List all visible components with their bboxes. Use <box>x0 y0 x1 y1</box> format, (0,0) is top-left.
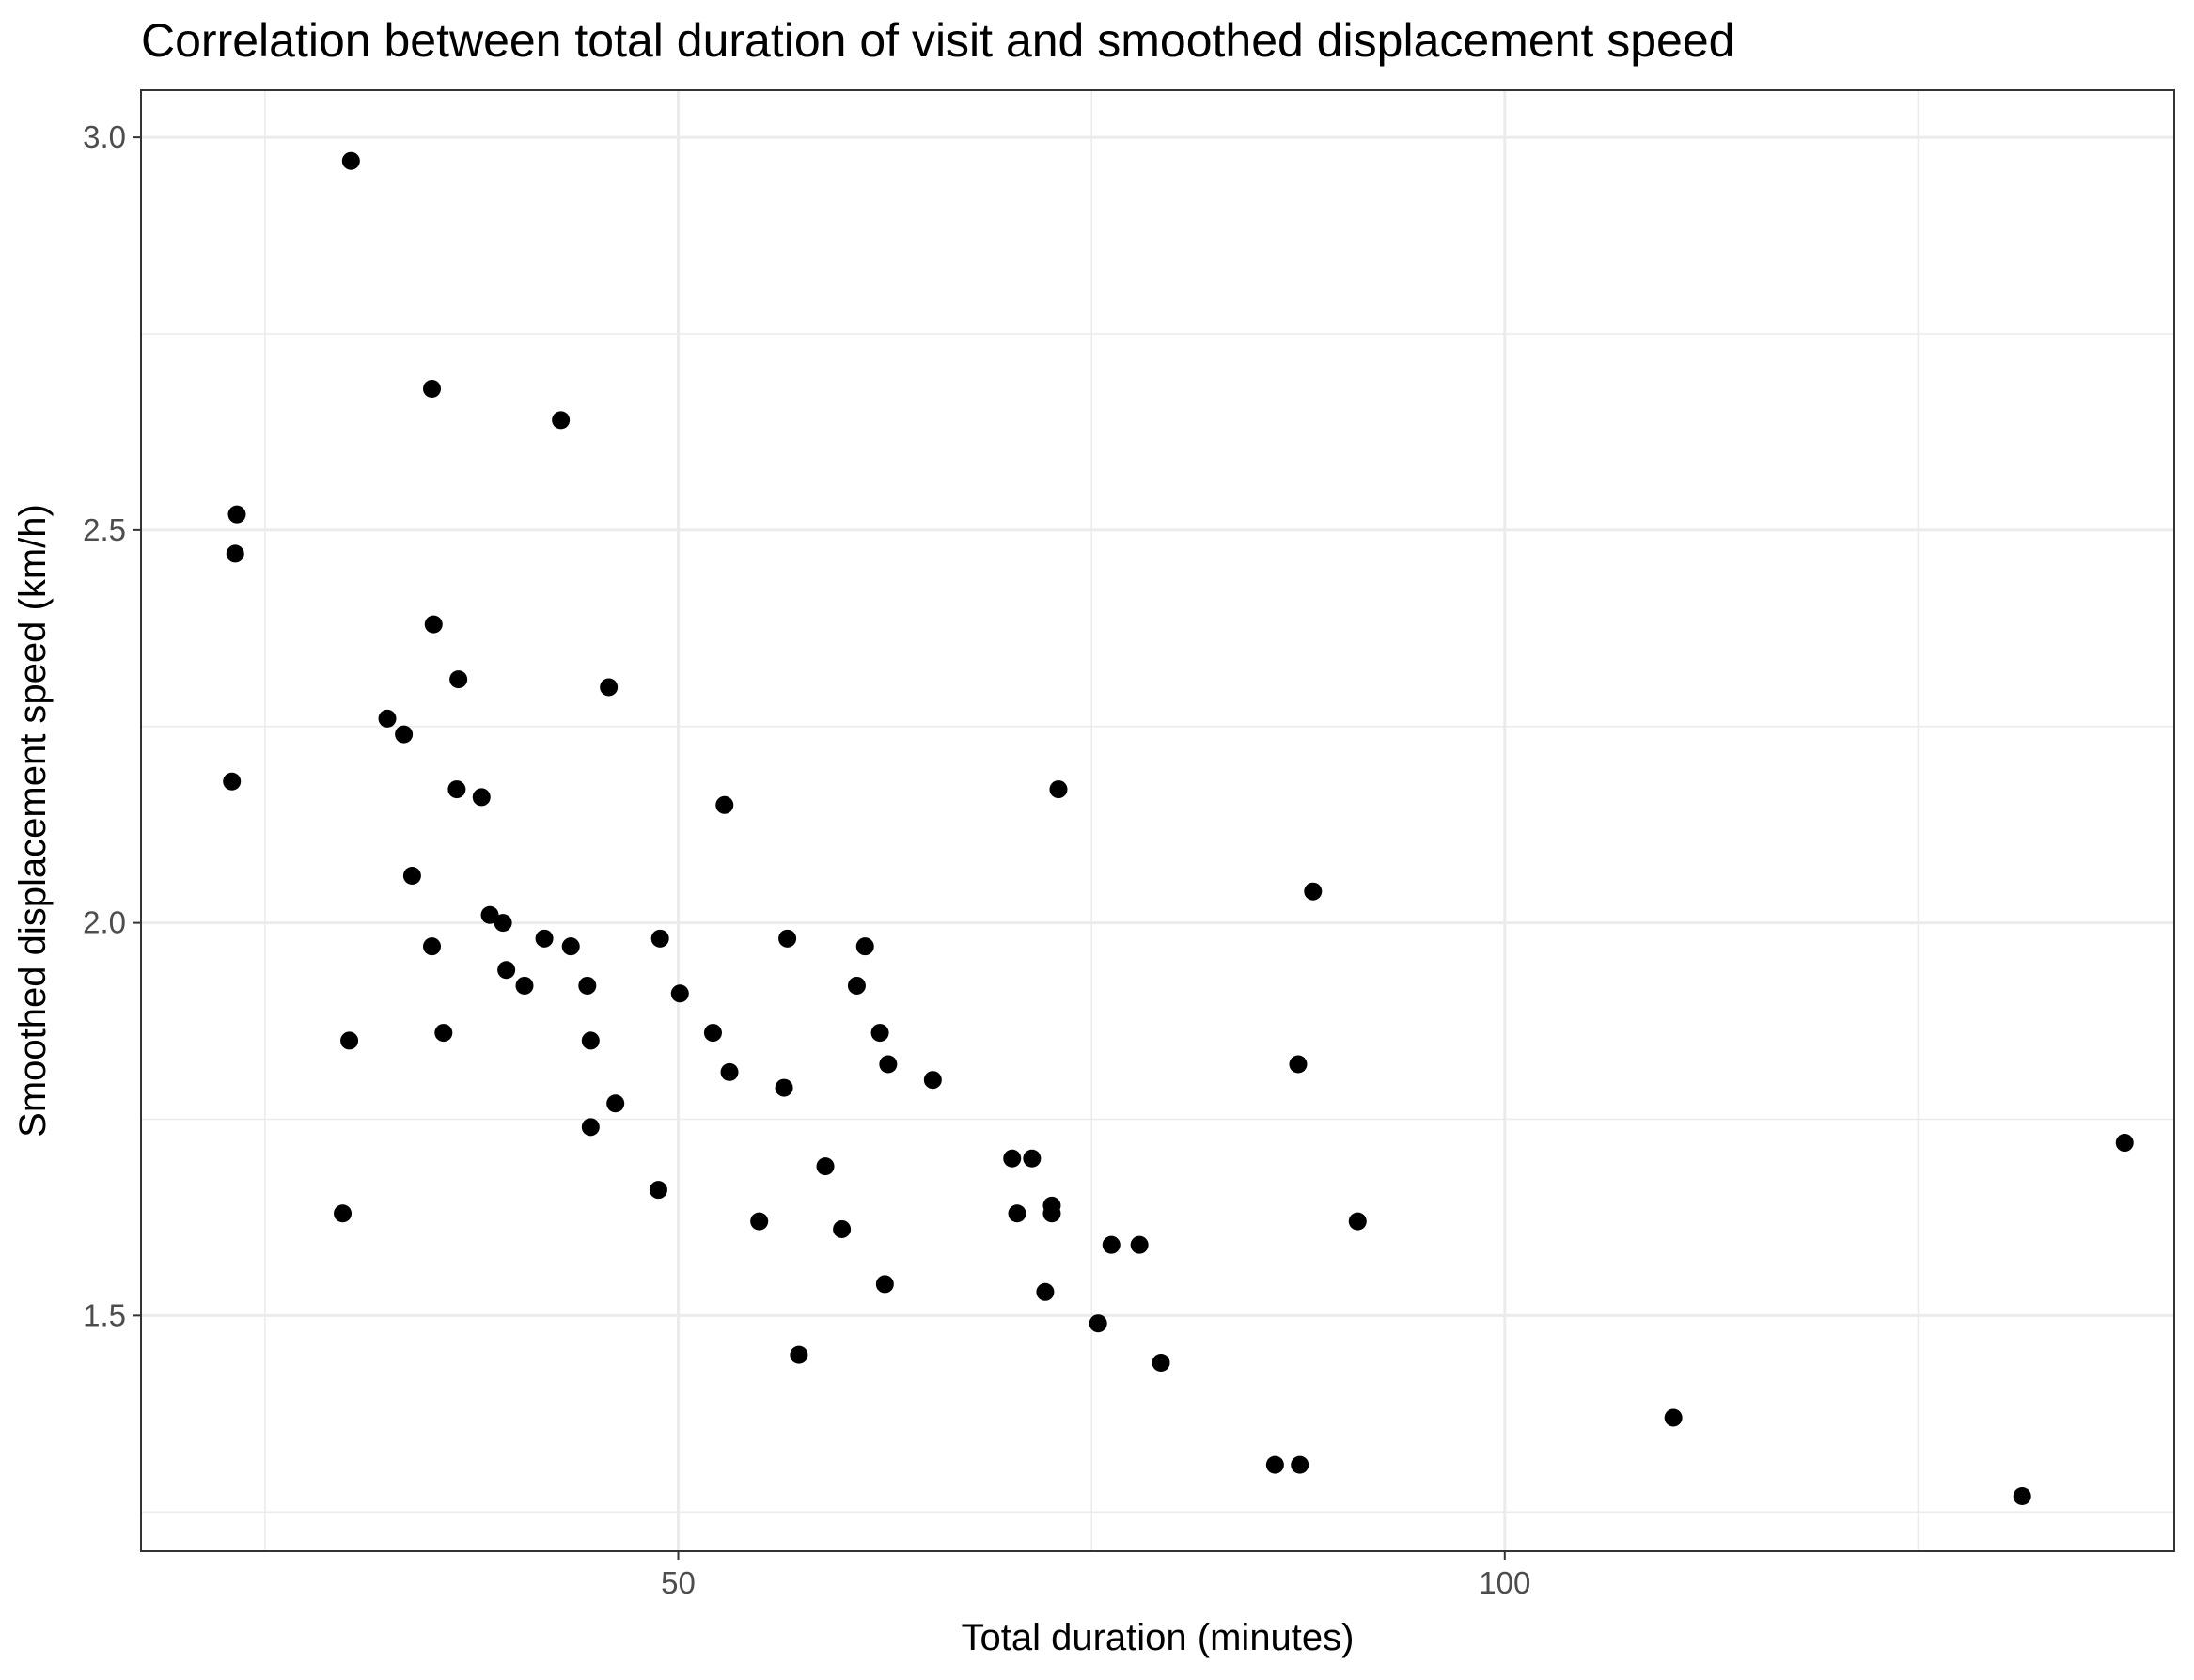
data-point <box>650 929 669 948</box>
data-point <box>341 151 360 170</box>
data-point <box>1008 1204 1026 1223</box>
data-point <box>1304 882 1323 901</box>
data-point <box>1130 1235 1149 1254</box>
data-point <box>1291 1455 1309 1474</box>
chart-title: Correlation between total duration of vi… <box>141 14 1734 67</box>
data-point <box>833 1219 852 1238</box>
y-axis: 1.5 2.0 2.5 3.0 <box>83 119 141 1332</box>
data-point <box>226 544 244 563</box>
data-point <box>1003 1149 1022 1168</box>
data-point <box>581 1118 600 1137</box>
data-point <box>1049 780 1068 799</box>
plot-border <box>140 89 2175 1552</box>
data-point <box>1289 1055 1308 1074</box>
data-point <box>578 976 597 995</box>
data-point <box>480 905 499 924</box>
data-point <box>855 937 874 956</box>
data-point <box>750 1212 769 1231</box>
data-point <box>581 1031 600 1050</box>
data-point <box>1089 1314 1107 1333</box>
data-point <box>424 615 443 634</box>
data-point <box>600 678 619 697</box>
data-point <box>1664 1408 1683 1427</box>
data-point <box>395 725 414 744</box>
data-point <box>1152 1353 1170 1372</box>
data-point <box>875 1275 894 1294</box>
x-tick-label: 100 <box>1479 1565 1530 1600</box>
x-axis-title: Total duration (minutes) <box>962 1617 1355 1658</box>
data-point <box>715 795 734 814</box>
data-point <box>790 1345 808 1364</box>
x-axis: 50 100 <box>661 1551 1530 1600</box>
data-point <box>402 866 421 885</box>
data-point <box>720 1062 739 1081</box>
data-point <box>2115 1134 2134 1153</box>
y-axis-title: Smoothed displacement speed (km/h) <box>12 504 54 1138</box>
minor-gridlines <box>141 90 2174 1551</box>
data-point <box>1036 1282 1055 1301</box>
data-point <box>1102 1235 1121 1254</box>
data-point <box>449 670 468 689</box>
data-point <box>870 1024 889 1043</box>
plot-panel <box>141 90 2174 1551</box>
data-point <box>378 709 397 728</box>
data-point <box>775 1078 793 1097</box>
data-point <box>340 1031 359 1050</box>
data-point <box>552 411 571 430</box>
data-point <box>1348 1212 1367 1231</box>
data-point <box>879 1055 898 1074</box>
data-point <box>494 914 512 933</box>
data-point <box>670 984 689 1003</box>
data-point <box>497 961 516 980</box>
data-point <box>423 937 442 956</box>
data-point <box>515 976 534 995</box>
data-point <box>561 937 580 956</box>
data-point <box>606 1094 625 1113</box>
data-point <box>472 788 491 807</box>
data-point <box>1042 1204 1061 1223</box>
data-point <box>649 1181 667 1200</box>
data-point <box>847 976 866 995</box>
x-tick-label: 50 <box>661 1565 696 1600</box>
data-point <box>2013 1487 2031 1506</box>
data-point <box>223 772 242 791</box>
y-tick-label: 3.0 <box>83 119 126 154</box>
data-point <box>1023 1149 1042 1168</box>
data-point <box>778 929 797 948</box>
data-point <box>447 780 466 799</box>
data-point <box>816 1157 835 1176</box>
data-point <box>434 1024 453 1043</box>
data-point <box>334 1204 353 1223</box>
data-point <box>227 505 246 524</box>
data-point <box>703 1024 722 1043</box>
major-gridlines <box>141 90 2174 1551</box>
data-point <box>535 929 554 948</box>
data-point <box>923 1071 942 1090</box>
y-tick-label: 1.5 <box>83 1297 126 1332</box>
data-points <box>223 151 2134 1506</box>
data-point <box>423 379 442 398</box>
y-tick-label: 2.0 <box>83 905 126 940</box>
data-point <box>1265 1455 1284 1474</box>
y-tick-label: 2.5 <box>83 512 126 547</box>
